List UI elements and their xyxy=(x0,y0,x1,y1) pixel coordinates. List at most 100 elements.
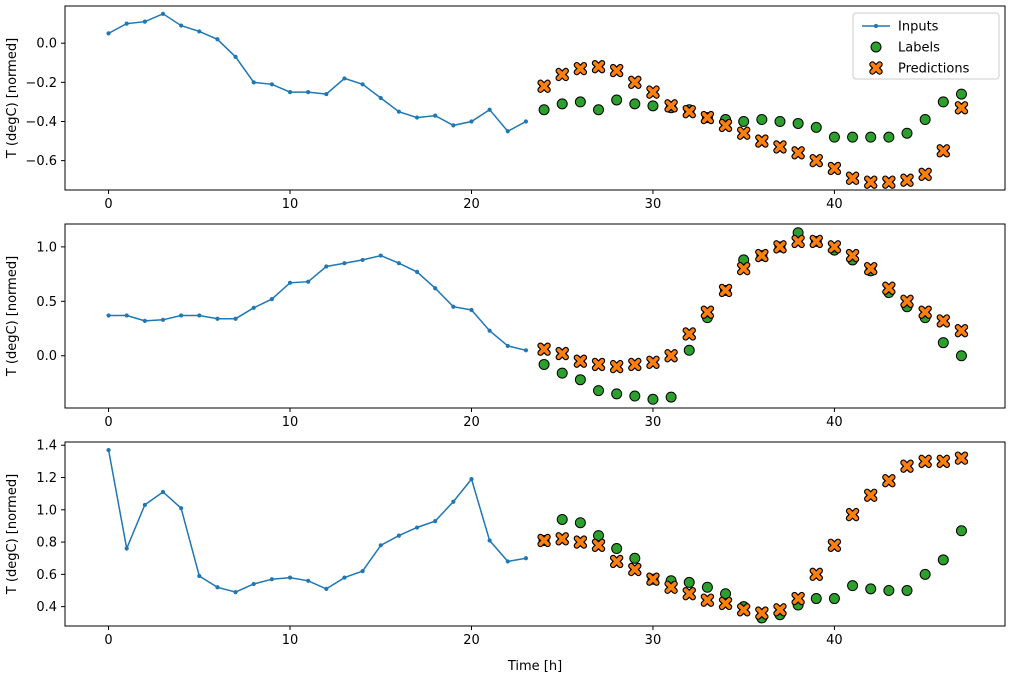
y-tick-label: 0.8 xyxy=(36,536,57,551)
inputs-marker xyxy=(487,328,492,333)
inputs-marker xyxy=(414,525,420,530)
labels-marker xyxy=(937,96,949,108)
labels-marker xyxy=(611,388,623,400)
labels-marker xyxy=(629,552,641,564)
inputs-marker xyxy=(287,575,293,580)
labels-marker xyxy=(847,131,859,143)
inputs-marker xyxy=(342,575,347,580)
legend-label: Labels xyxy=(898,41,940,56)
inputs-marker xyxy=(505,559,510,564)
labels-marker xyxy=(556,367,568,379)
labels-marker xyxy=(665,391,677,403)
legend-box xyxy=(852,12,1000,80)
labels-marker xyxy=(683,576,695,588)
inputs-marker xyxy=(215,585,220,590)
labels-marker xyxy=(556,98,568,110)
subplot-3: 0 10 20 30 40 0.4 0.6 0.8 1.0 1.2 1.4 T (degC) [nor… xyxy=(5,439,1006,674)
labels-marker xyxy=(792,117,804,129)
inputs-marker xyxy=(269,82,274,87)
labels-marker xyxy=(756,114,768,126)
y-tick-label: −0.4 xyxy=(25,115,57,130)
inputs-marker xyxy=(324,586,329,591)
inputs-marker xyxy=(487,107,492,112)
labels-marker xyxy=(847,580,859,592)
inputs-marker xyxy=(197,573,202,579)
inputs-marker xyxy=(233,590,238,595)
inputs-marker xyxy=(142,318,147,323)
inputs-marker xyxy=(378,543,383,548)
labels-marker xyxy=(538,104,550,116)
inputs-marker xyxy=(142,19,147,24)
labels-marker xyxy=(901,584,913,596)
inputs-marker xyxy=(197,29,202,34)
labels-marker xyxy=(629,390,641,402)
labels-marker xyxy=(865,583,877,595)
inputs-marker xyxy=(451,304,456,309)
inputs-marker xyxy=(269,297,274,302)
y-tick-label: 0.5 xyxy=(36,295,57,310)
x-tick-label: 10 xyxy=(282,197,299,212)
inputs-marker xyxy=(106,31,111,36)
y-tick-label: −0.2 xyxy=(25,76,57,91)
y-tick-label: 0.6 xyxy=(36,568,57,583)
inputs-marker xyxy=(505,129,510,134)
labels-marker xyxy=(574,374,586,386)
labels-marker xyxy=(810,121,822,133)
inputs-marker xyxy=(360,82,365,87)
series-inputs xyxy=(106,447,529,595)
labels-marker xyxy=(683,344,695,356)
inputs-marker xyxy=(287,90,293,95)
inputs-marker xyxy=(324,264,329,269)
labels-marker xyxy=(701,581,713,593)
labels-marker xyxy=(629,98,641,110)
series-inputs xyxy=(106,253,529,353)
y-axis-label: T (degC) [normed] xyxy=(5,474,20,595)
x-tick-label: 20 xyxy=(463,197,480,212)
x-tick-label: 10 xyxy=(282,415,299,430)
legend-label: Predictions xyxy=(898,62,970,77)
inputs-marker xyxy=(396,261,401,266)
inputs-marker xyxy=(233,316,238,321)
inputs-marker xyxy=(269,577,274,582)
inputs-marker xyxy=(124,21,129,26)
y-tick-label: 0.0 xyxy=(36,37,57,52)
inputs-marker xyxy=(469,119,474,124)
axes-frame xyxy=(64,441,1006,627)
x-tick-label: 0 xyxy=(104,197,112,212)
inputs-marker xyxy=(360,257,365,263)
x-tick-label: 20 xyxy=(463,633,480,648)
labels-marker xyxy=(574,96,586,108)
labels-marker xyxy=(810,593,822,605)
inputs-marker xyxy=(396,533,401,538)
y-tick-label: 0.4 xyxy=(36,600,57,615)
labels-marker xyxy=(883,584,895,596)
legend: Inputs Labels Predictions xyxy=(852,12,1000,80)
inputs-marker xyxy=(124,546,129,551)
inputs-line xyxy=(108,254,527,352)
inputs-marker xyxy=(179,23,184,28)
series-labels xyxy=(538,227,967,405)
labels-marker xyxy=(919,568,931,580)
series-predictions xyxy=(537,234,969,374)
inputs-marker xyxy=(469,307,474,313)
x-tick-label: 30 xyxy=(645,197,662,212)
inputs-marker xyxy=(251,80,256,85)
inputs-line xyxy=(107,449,527,593)
labels-marker xyxy=(574,517,586,529)
legend-labels-marker xyxy=(870,41,882,53)
y-tick-label: 1.0 xyxy=(36,240,57,255)
x-tick-label: 30 xyxy=(645,415,662,430)
inputs-marker xyxy=(523,348,529,353)
labels-marker xyxy=(937,554,949,566)
labels-marker xyxy=(955,525,967,537)
inputs-marker xyxy=(523,556,529,561)
inputs-marker xyxy=(433,518,438,524)
labels-marker xyxy=(865,131,877,143)
y-axis-label: T (degC) [normed] xyxy=(5,38,20,159)
labels-marker xyxy=(593,385,605,397)
x-tick-label: 40 xyxy=(826,633,843,648)
labels-marker xyxy=(593,104,605,116)
y-tick-label: 1.2 xyxy=(36,471,57,486)
series-predictions xyxy=(537,451,969,620)
